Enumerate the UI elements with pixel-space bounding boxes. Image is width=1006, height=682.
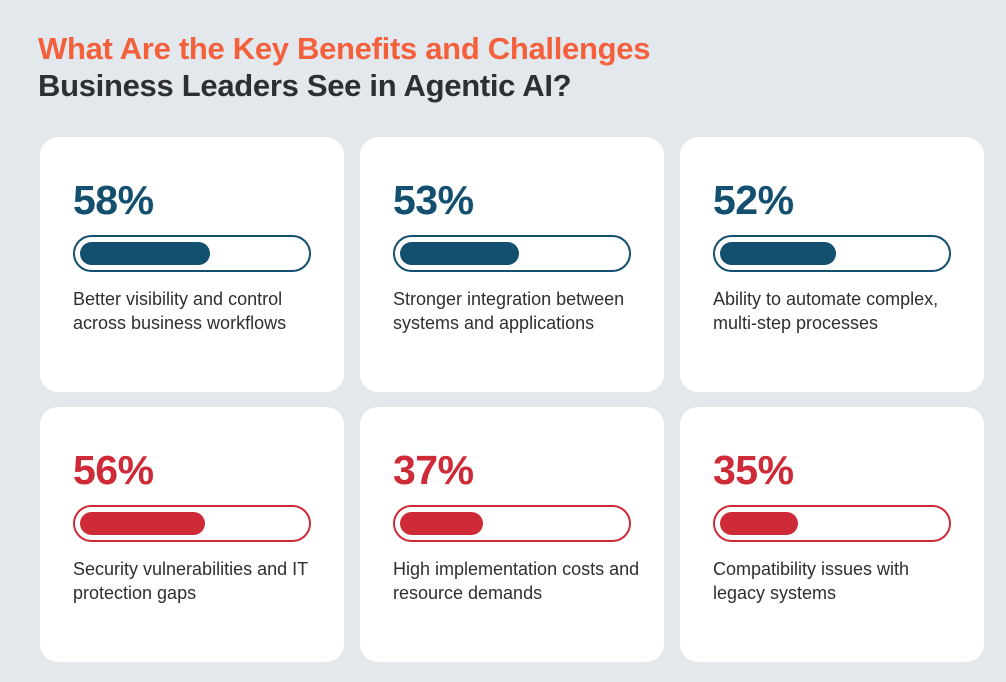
percent-value: 37% <box>393 447 474 493</box>
progress-fill <box>80 242 210 265</box>
stat-card-challenge: 37% High implementation costs and resour… <box>360 407 664 662</box>
progress-track <box>713 235 951 272</box>
progress-track <box>73 505 311 542</box>
stat-label: Compatibility issues with legacy systems <box>713 559 910 603</box>
title-line-2: Business Leaders See in Agentic AI? <box>38 68 572 103</box>
progress-fill <box>720 512 798 535</box>
progress-fill <box>720 242 836 265</box>
stat-label: Better visibility and control across bus… <box>73 289 287 333</box>
progress-fill <box>80 512 205 535</box>
percent-value: 56% <box>73 447 154 493</box>
title-line-1: What Are the Key Benefits and Challenges <box>38 31 651 66</box>
percent-value: 35% <box>713 447 794 493</box>
percent-value: 52% <box>713 177 794 223</box>
progress-track <box>393 235 631 272</box>
stat-card-benefit: 52% Ability to automate complex, multi-s… <box>680 137 984 392</box>
percent-value: 53% <box>393 177 474 223</box>
stat-label: Security vulnerabilities and IT protecti… <box>73 559 308 603</box>
stat-card-challenge: 56% Security vulnerabilities and IT prot… <box>40 407 344 662</box>
stat-card-challenge: 35% Compatibility issues with legacy sys… <box>680 407 984 662</box>
progress-track <box>393 505 631 542</box>
progress-track <box>713 505 951 542</box>
progress-fill <box>400 242 519 265</box>
progress-fill <box>400 512 483 535</box>
page-title: What Are the Key Benefits and Challenges… <box>38 30 650 104</box>
progress-track <box>73 235 311 272</box>
stat-card-benefit: 58% Better visibility and control across… <box>40 137 344 392</box>
stat-label: Ability to automate complex, multi-step … <box>713 289 939 333</box>
stat-label: Stronger integration between systems and… <box>393 289 625 333</box>
stat-card-benefit: 53% Stronger integration between systems… <box>360 137 664 392</box>
percent-value: 58% <box>73 177 154 223</box>
stat-label: High implementation costs and resource d… <box>393 559 640 603</box>
